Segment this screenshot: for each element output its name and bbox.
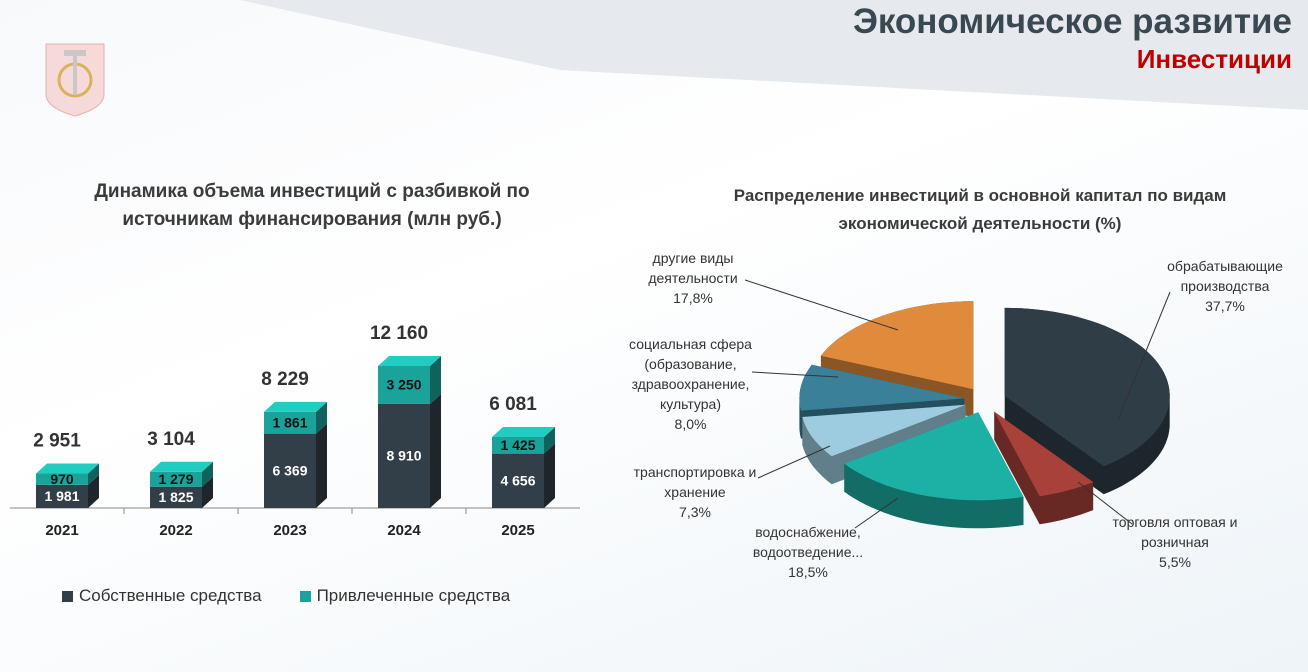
leader-line bbox=[744, 279, 899, 331]
bar bbox=[264, 433, 316, 508]
bar-side bbox=[202, 476, 213, 508]
value-label: 8,0% bbox=[674, 416, 707, 432]
bar bbox=[492, 436, 544, 454]
pie-slice bbox=[820, 301, 974, 390]
value-label: 17,8% bbox=[673, 290, 713, 306]
value-label: 6 369 bbox=[272, 463, 307, 479]
pie-label: другие виды деятельности 17,8% bbox=[628, 248, 758, 308]
pie-label: водоснабжение, водоотведение... 18,5% bbox=[728, 522, 888, 582]
legend-label: Собственные средства bbox=[79, 586, 262, 605]
leader-line bbox=[1117, 291, 1171, 421]
legend-swatch bbox=[62, 590, 73, 602]
total-label: 6 081 bbox=[489, 394, 537, 415]
x-tick-label: 2025 bbox=[501, 522, 534, 539]
value-label: 5,5% bbox=[1159, 554, 1191, 570]
value-label: 3 250 bbox=[386, 377, 421, 393]
value-label: 1 425 bbox=[500, 437, 535, 453]
bar-side bbox=[544, 426, 555, 454]
pie-label: обрабатывающие производства 37,7% bbox=[1150, 256, 1300, 316]
bar bbox=[378, 403, 430, 508]
legend-item: Привлеченные средства bbox=[299, 586, 511, 606]
value-label: 4 656 bbox=[500, 473, 535, 489]
category-label: другие виды деятельности bbox=[648, 250, 738, 286]
bar-top bbox=[492, 426, 555, 437]
slide-subtitle: Инвестиции bbox=[1136, 44, 1292, 74]
leader-line bbox=[757, 445, 831, 479]
bar bbox=[150, 486, 202, 508]
bar bbox=[36, 473, 88, 485]
bar-top bbox=[378, 356, 441, 366]
bar-side bbox=[202, 461, 213, 487]
pie-label: социальная сфера (образование, здравоохр… bbox=[618, 334, 763, 434]
bar-side bbox=[544, 443, 555, 508]
pie-slice bbox=[844, 412, 1024, 501]
coat-of-arms bbox=[45, 43, 105, 117]
leader-line bbox=[854, 497, 899, 529]
pie-slice bbox=[799, 364, 965, 411]
pie-label: торговля оптовая и розничная 5,5% bbox=[1090, 512, 1260, 572]
legend-label: Привлеченные средства bbox=[316, 586, 511, 605]
legend: Собственные средства Привлеченные средств… bbox=[62, 586, 510, 606]
header-band bbox=[240, 0, 1308, 110]
value-label: 1 861 bbox=[272, 414, 307, 430]
category-label: обрабатывающие производства bbox=[1167, 258, 1283, 294]
bar bbox=[378, 366, 430, 404]
leader-line bbox=[1077, 481, 1133, 525]
value-label: 1 279 bbox=[158, 471, 193, 487]
value-label: 8 910 bbox=[386, 448, 421, 464]
total-label: 12 160 bbox=[370, 323, 428, 344]
bar-top bbox=[36, 463, 99, 474]
value-label: 970 bbox=[50, 471, 74, 487]
category-label: транспортировка и хранение bbox=[633, 464, 757, 500]
legend-swatch bbox=[299, 590, 311, 602]
pie-label: транспортировка и хранение 7,3% bbox=[620, 462, 770, 522]
slide-title: Экономическое развитие bbox=[852, 2, 1292, 41]
bar bbox=[150, 471, 202, 487]
total-label: 3 104 bbox=[147, 429, 195, 450]
bar-side bbox=[430, 356, 441, 404]
bar bbox=[264, 411, 316, 434]
category-label: торговля оптовая и розничная bbox=[1112, 514, 1238, 550]
x-tick-label: 2022 bbox=[159, 522, 192, 539]
bar bbox=[492, 453, 544, 508]
bar-top bbox=[150, 461, 213, 472]
value-label: 1 825 bbox=[158, 489, 193, 505]
bar-side bbox=[316, 423, 327, 508]
bar bbox=[36, 484, 88, 508]
pie-chart-title: Распределение инвестиций в основной капи… bbox=[733, 186, 1227, 233]
x-tick-label: 2023 bbox=[273, 522, 306, 539]
value-label: 1 981 bbox=[44, 488, 79, 504]
leader-line bbox=[751, 371, 839, 378]
bar-side bbox=[316, 401, 327, 434]
value-label: 7,3% bbox=[679, 504, 711, 520]
category-label: социальная сфера (образование, здравоохр… bbox=[629, 336, 752, 412]
total-label: 2 951 bbox=[33, 431, 81, 452]
bar-side bbox=[430, 393, 441, 508]
bar-side bbox=[88, 474, 99, 508]
category-label: водоснабжение, водоотведение... bbox=[752, 524, 864, 560]
value-label: 18,5% bbox=[788, 564, 828, 580]
pie-slice bbox=[802, 404, 966, 457]
x-tick-label: 2024 bbox=[387, 522, 421, 539]
legend-item: Собственные средства bbox=[62, 586, 262, 606]
pie-slice bbox=[994, 411, 1094, 497]
bar-side bbox=[88, 463, 99, 485]
total-label: 8 229 bbox=[261, 369, 309, 390]
value-label: 37,7% bbox=[1205, 298, 1245, 314]
x-tick-label: 2021 bbox=[45, 522, 78, 539]
pie-slice bbox=[1004, 307, 1170, 467]
bar-chart-title: Динамика объема инвестиций с разбивкой п… bbox=[94, 181, 530, 230]
bar-top bbox=[264, 401, 327, 412]
